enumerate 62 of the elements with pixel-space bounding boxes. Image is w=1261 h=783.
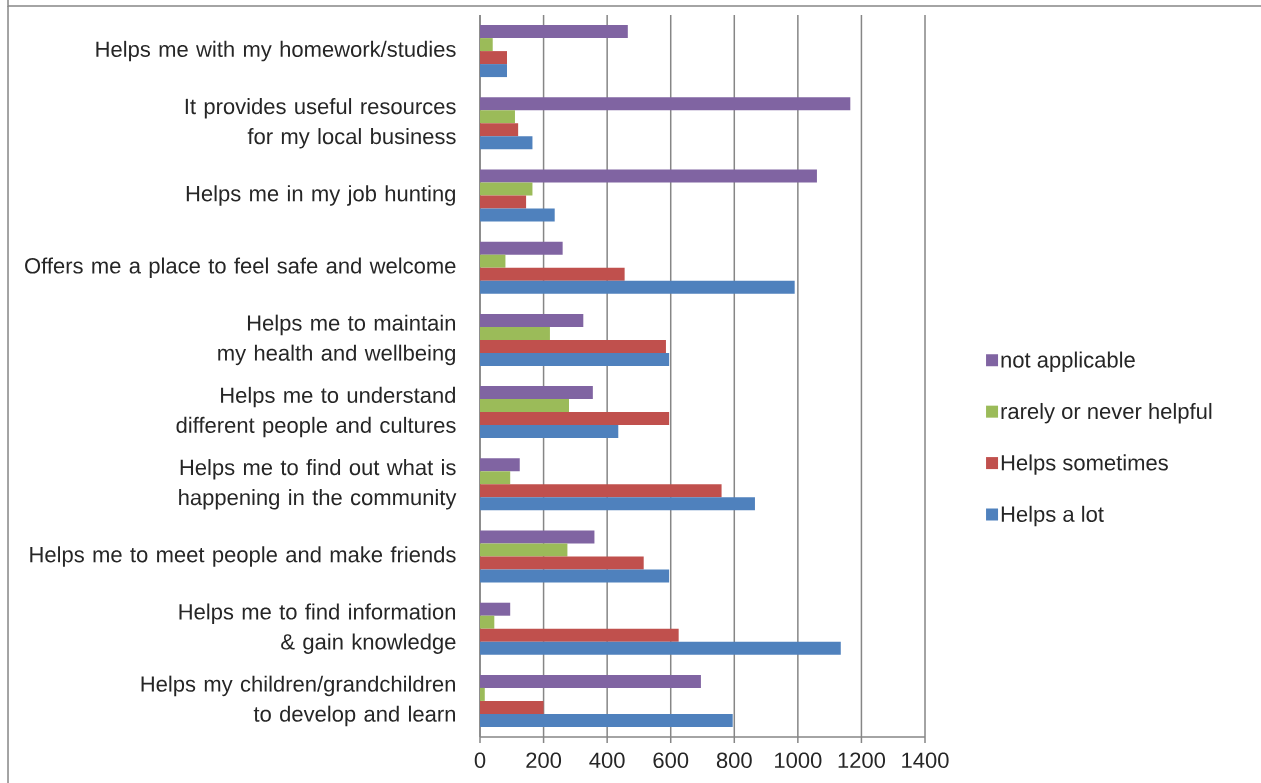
bar [480,713,733,727]
bar [480,399,570,413]
bar [480,641,841,655]
bar [480,169,817,183]
x-tick-label: 1000 [775,752,822,769]
bar [480,602,511,616]
bar [480,195,527,209]
bar [480,700,544,714]
y-tick-label: It provides useful resources for my local business [185,98,456,149]
bar [480,339,666,353]
x-tick-label: 1400 [902,752,949,769]
bar [480,412,670,426]
x-tick-label: 0 [474,752,486,769]
bar [480,25,628,39]
legend-label: rarely or never helpful [1001,402,1212,424]
y-tick-label: Helps me to maintain my health and wellbeing [218,314,456,366]
bar [480,556,644,570]
bar [480,123,519,137]
bar [480,484,722,498]
legend-label: not applicable [1001,351,1135,373]
bar [480,386,593,400]
bar [480,254,506,268]
y-tick-label: Helps me in my job hunting [186,185,455,206]
y-tick-label: Helps me to meet people and make friends [30,546,456,567]
bar [480,326,550,340]
legend-label: Helps sometimes [1001,454,1168,475]
bar [480,241,563,255]
bar [480,425,619,439]
x-tick-label: 1200 [838,752,886,769]
bar [480,280,795,294]
bar [480,64,508,78]
bar [480,687,485,701]
y-tick-label: Helps me to find information & gain knowledge [179,603,456,654]
x-tick-label: 800 [716,752,752,769]
x-tick-label: 600 [653,752,689,769]
x-tick-label: 200 [526,752,562,769]
bar [480,458,520,472]
bar [480,182,533,196]
bar [480,569,670,583]
bar [480,352,670,366]
y-tick-label: Offers me a place to feel safe and welcome [25,257,456,278]
y-tick-label: Helps me to find out what is happening in the community [179,459,457,510]
bar [480,97,851,111]
y-tick-label: Helps my children/grandchildren to develop and learn [141,675,455,727]
bar [480,208,555,222]
bar [480,267,625,281]
bar [480,530,595,544]
x-tick-label: 400 [589,752,625,769]
y-tick-label: Helps me to understand different people and cultures [176,386,456,438]
bar [480,51,508,65]
legend-label: Helps a lot [1001,505,1104,527]
bar [480,497,755,511]
bar [480,543,568,557]
bar [480,628,679,642]
bar [480,674,701,688]
y-tick-label: Helps me with my homework/studies [96,40,456,62]
bar [480,615,495,629]
bar [480,38,493,52]
bar [480,110,515,124]
bar [480,471,511,485]
bar [480,136,533,150]
bar [480,313,584,327]
